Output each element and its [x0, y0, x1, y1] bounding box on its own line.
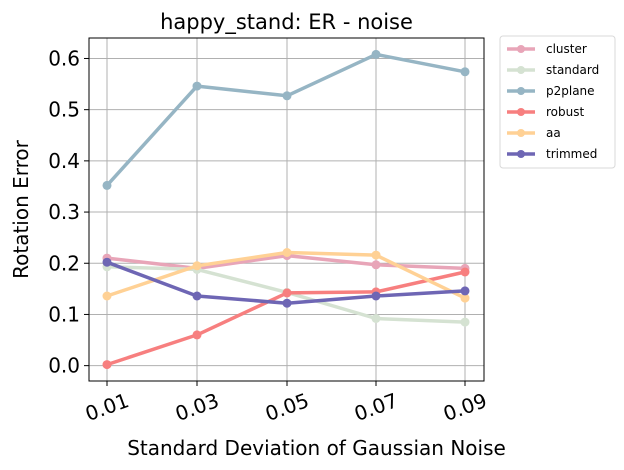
series-aa: [102, 248, 470, 303]
series-line-p2plane: [105, 52, 466, 187]
y-tick-label: 0.1: [48, 302, 80, 326]
data-point-robust: [282, 288, 292, 298]
y-tick-label: 0.4: [48, 149, 80, 173]
legend-item-aa: aa: [507, 126, 561, 140]
legend-item-standard: standard: [507, 63, 599, 77]
data-point-aa: [192, 261, 202, 271]
x-tick-label: 0.07: [351, 388, 401, 426]
legend-label: trimmed: [546, 147, 597, 161]
data-point-aa: [102, 291, 112, 301]
data-point-trimmed: [192, 291, 202, 301]
grid-lines: [89, 38, 484, 381]
legend-item-robust: robust: [507, 105, 584, 119]
y-tick-label: 0.2: [48, 251, 80, 275]
data-point-standard: [371, 314, 381, 323]
y-tick-label: 0.0: [48, 354, 80, 378]
series-layer: [102, 49, 470, 370]
y-axis-title: Rotation Error: [9, 139, 33, 279]
data-point-p2plane: [460, 67, 470, 77]
y-tick-label: 0.6: [48, 46, 80, 70]
y-tick-label: 0.5: [48, 98, 80, 122]
data-point-aa: [282, 248, 292, 257]
data-point-trimmed: [102, 257, 112, 267]
series-trimmed: [102, 257, 470, 308]
data-point-aa: [460, 293, 470, 303]
x-tick-label: 0.01: [82, 388, 132, 426]
legend-marker: [517, 108, 525, 116]
data-point-robust: [102, 360, 112, 370]
data-point-cluster: [371, 260, 381, 270]
legend-marker: [517, 129, 525, 137]
legend-item-p2plane: p2plane: [507, 84, 595, 98]
data-point-p2plane: [371, 49, 381, 59]
legend-label: p2plane: [546, 84, 595, 98]
x-axis-title: Standard Deviation of Gaussian Noise: [127, 436, 506, 460]
data-point-p2plane: [102, 180, 112, 190]
legend-item-trimmed: trimmed: [507, 147, 597, 161]
x-tick-label: 0.05: [262, 388, 312, 426]
series-p2plane: [102, 49, 470, 190]
legend-marker: [517, 66, 525, 74]
data-point-robust: [460, 267, 470, 277]
data-point-trimmed: [371, 291, 381, 301]
x-tick-label: 0.09: [440, 388, 490, 426]
data-point-trimmed: [460, 286, 470, 296]
data-point-p2plane: [282, 91, 292, 101]
data-point-trimmed: [282, 298, 292, 308]
x-tick-label: 0.03: [172, 388, 222, 426]
data-point-robust: [192, 330, 202, 340]
y-axis: 0.0 0.1 0.2 0.3 0.4 0.5 0.6: [48, 46, 89, 378]
legend-marker: [517, 87, 525, 95]
legend-marker: [517, 150, 525, 158]
data-point-standard: [460, 317, 470, 327]
chart-title: happy_stand: ER - noise: [160, 10, 413, 35]
legend-item-cluster: cluster: [507, 42, 587, 56]
x-axis: 0.01 0.03 0.05 0.07 0.09: [82, 381, 490, 426]
legend-marker: [517, 45, 525, 53]
y-tick-label: 0.3: [48, 200, 80, 224]
legend-label: cluster: [546, 42, 587, 56]
data-point-p2plane: [192, 81, 202, 91]
legend-label: aa: [546, 126, 561, 140]
legend: cluster standard p2plane robust aa trimmed: [499, 35, 616, 169]
data-point-aa: [371, 250, 381, 260]
legend-label: robust: [546, 105, 584, 119]
legend-label: standard: [546, 63, 599, 77]
